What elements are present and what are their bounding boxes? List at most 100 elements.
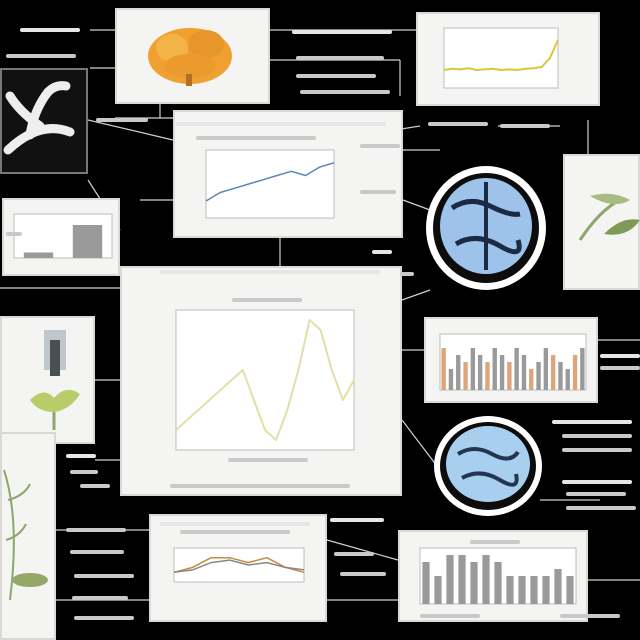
branch-figure-card <box>0 432 56 640</box>
antler-figure-card <box>0 68 88 174</box>
grouped-bar-chart-bar <box>499 355 505 390</box>
brain-scan-icon <box>434 416 542 516</box>
label-placeholder-line <box>552 420 632 424</box>
label-placeholder-line <box>566 506 636 510</box>
label-placeholder-line <box>428 122 488 126</box>
label-placeholder-line <box>80 484 110 488</box>
connector-line <box>401 289 431 301</box>
label-placeholder-line <box>372 250 392 254</box>
two-line-chart-plot-area <box>173 547 305 583</box>
bar-chart-bar <box>506 576 514 604</box>
grouped-bar-chart-bar <box>529 369 534 390</box>
label-placeholder-line <box>74 574 134 578</box>
connector-line <box>401 419 441 471</box>
trend-chart-series-line <box>205 162 335 202</box>
label-placeholder-line <box>470 540 520 544</box>
grouped-bar-chart-bar <box>558 362 563 390</box>
grouped-bar-chart-bar <box>456 355 461 390</box>
label-placeholder-line <box>560 614 620 618</box>
bar-chart-bar <box>446 555 454 604</box>
label-placeholder-line <box>74 616 134 620</box>
connector-line <box>87 119 174 141</box>
label-placeholder-line <box>72 596 128 600</box>
grouped-bar-chart-bar <box>492 348 497 390</box>
grouped-bar-chart-bar <box>441 348 446 390</box>
small-bar-chart-bar <box>72 225 103 258</box>
label-placeholder-line <box>232 298 302 302</box>
label-placeholder-line <box>500 124 550 128</box>
label-placeholder-line <box>6 232 22 236</box>
label-placeholder-line <box>170 484 350 488</box>
label-placeholder-line <box>562 480 632 484</box>
label-placeholder-line <box>96 118 148 122</box>
seedling-icon <box>30 330 80 430</box>
label-placeholder-line <box>420 614 480 618</box>
label-placeholder-line <box>70 470 98 474</box>
bar-chart-bar <box>518 576 526 604</box>
bar-chart-bar <box>482 555 490 604</box>
label-placeholder-line <box>600 366 640 370</box>
bar-chart-bar <box>470 562 478 604</box>
bar-chart-bar <box>434 576 442 604</box>
small-bar-chart-bar <box>23 252 54 258</box>
label-placeholder-line <box>600 354 640 358</box>
label-placeholder-line <box>160 270 380 274</box>
rising-chart-series-line <box>443 39 559 71</box>
main-chart-series-line <box>175 319 355 441</box>
label-placeholder-line <box>400 272 414 276</box>
plant-stem-icon <box>578 193 640 241</box>
label-placeholder-line <box>360 190 396 194</box>
grouped-bar-chart-bar <box>536 362 541 390</box>
grouped-bar-chart-bar <box>514 348 519 390</box>
grouped-bar-chart-bar <box>448 369 454 390</box>
bar-chart-bar <box>422 562 430 604</box>
bar-chart-bar <box>542 576 550 604</box>
leaf-branch-icon <box>3 469 48 601</box>
bar-chart-bar <box>566 576 574 604</box>
main-chart-plot-area <box>175 309 355 451</box>
label-placeholder-line <box>20 28 80 32</box>
label-placeholder-line <box>70 550 124 554</box>
grouped-bar-chart-bar <box>550 355 556 390</box>
label-placeholder-line <box>176 122 386 126</box>
label-placeholder-line <box>160 522 310 526</box>
connector-line <box>402 199 431 211</box>
two-line-chart-series-line <box>173 559 305 574</box>
grouped-bar-chart-bar <box>521 355 527 390</box>
label-placeholder-line <box>566 492 626 496</box>
label-placeholder-line <box>562 434 632 438</box>
label-placeholder-line <box>562 448 632 452</box>
label-placeholder-line <box>360 144 400 148</box>
bar-chart-bar <box>554 569 562 604</box>
label-placeholder-line <box>300 90 390 94</box>
charts <box>13 27 587 605</box>
tree-crown-icon <box>148 28 232 86</box>
label-placeholder-line <box>228 458 308 462</box>
grouped-bar-chart-bar <box>565 369 570 390</box>
label-placeholder-line <box>296 56 384 60</box>
grouped-bar-chart-bar <box>543 348 549 390</box>
label-placeholder-line <box>330 518 384 522</box>
grouped-bar-chart-bar <box>507 362 512 390</box>
antler-icon <box>3 81 75 155</box>
bar-chart-bar <box>494 562 502 604</box>
label-placeholder-line <box>66 528 126 532</box>
grouped-bar-chart-bar <box>485 362 490 390</box>
grouped-bar-chart-bar <box>470 348 476 390</box>
label-placeholder-line <box>196 136 316 140</box>
label-placeholder-line <box>180 530 290 534</box>
label-placeholder-line <box>292 30 392 34</box>
grouped-bar-chart-bar <box>477 355 483 390</box>
label-placeholder-line <box>66 454 96 458</box>
rising-chart-plot-area <box>443 27 559 89</box>
connector-line <box>326 539 399 561</box>
label-placeholder-line <box>296 74 376 78</box>
label-placeholder-line <box>340 572 386 576</box>
brain-scan-icon <box>426 166 546 290</box>
trend-chart-plot-area <box>205 149 335 219</box>
bar-chart-bar <box>458 555 466 604</box>
label-placeholder-line <box>6 54 76 58</box>
grouped-bar-chart-plot-area <box>439 333 587 391</box>
